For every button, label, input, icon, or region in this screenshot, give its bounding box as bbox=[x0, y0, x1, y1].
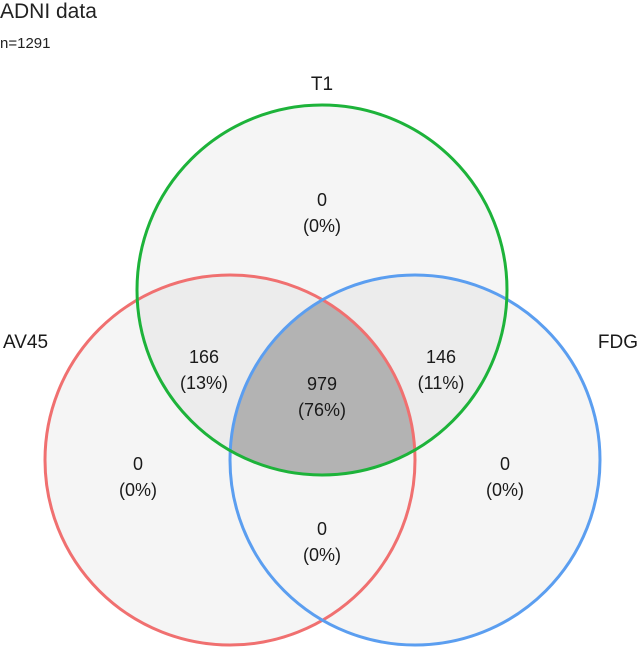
t1-set-label: T1 bbox=[311, 74, 333, 95]
av45-fdg-count: 0 bbox=[317, 519, 327, 539]
av45-only-percent: (0%) bbox=[119, 480, 157, 500]
t1-circle-outline bbox=[135, 103, 509, 477]
av45-circle-outline bbox=[43, 273, 417, 647]
fdg-set-label: FDG bbox=[598, 332, 638, 353]
t1-fdg-percent: (11%) bbox=[418, 373, 465, 393]
fdg-circle-outline bbox=[228, 273, 602, 647]
fdg-only-count: 0 bbox=[500, 454, 510, 474]
av45-set-label: AV45 bbox=[3, 332, 48, 353]
t1-fdg-count: 146 bbox=[426, 347, 456, 367]
sample-size-label: n=1291 bbox=[0, 35, 51, 52]
t1-av45-count: 166 bbox=[189, 347, 219, 367]
t1-av45-percent: (13%) bbox=[180, 373, 228, 393]
diagram-title: ADNI data bbox=[0, 0, 97, 23]
fdg-only-percent: (0%) bbox=[486, 480, 524, 500]
t1-only-count: 0 bbox=[317, 190, 327, 210]
all-three-percent: (76%) bbox=[298, 400, 346, 420]
av45-only-count: 0 bbox=[133, 454, 143, 474]
all-three-count: 979 bbox=[307, 374, 337, 394]
t1-only-percent: (0%) bbox=[303, 216, 341, 236]
av45-fdg-percent: (0%) bbox=[303, 545, 341, 565]
triple-overlap bbox=[230, 275, 415, 475]
